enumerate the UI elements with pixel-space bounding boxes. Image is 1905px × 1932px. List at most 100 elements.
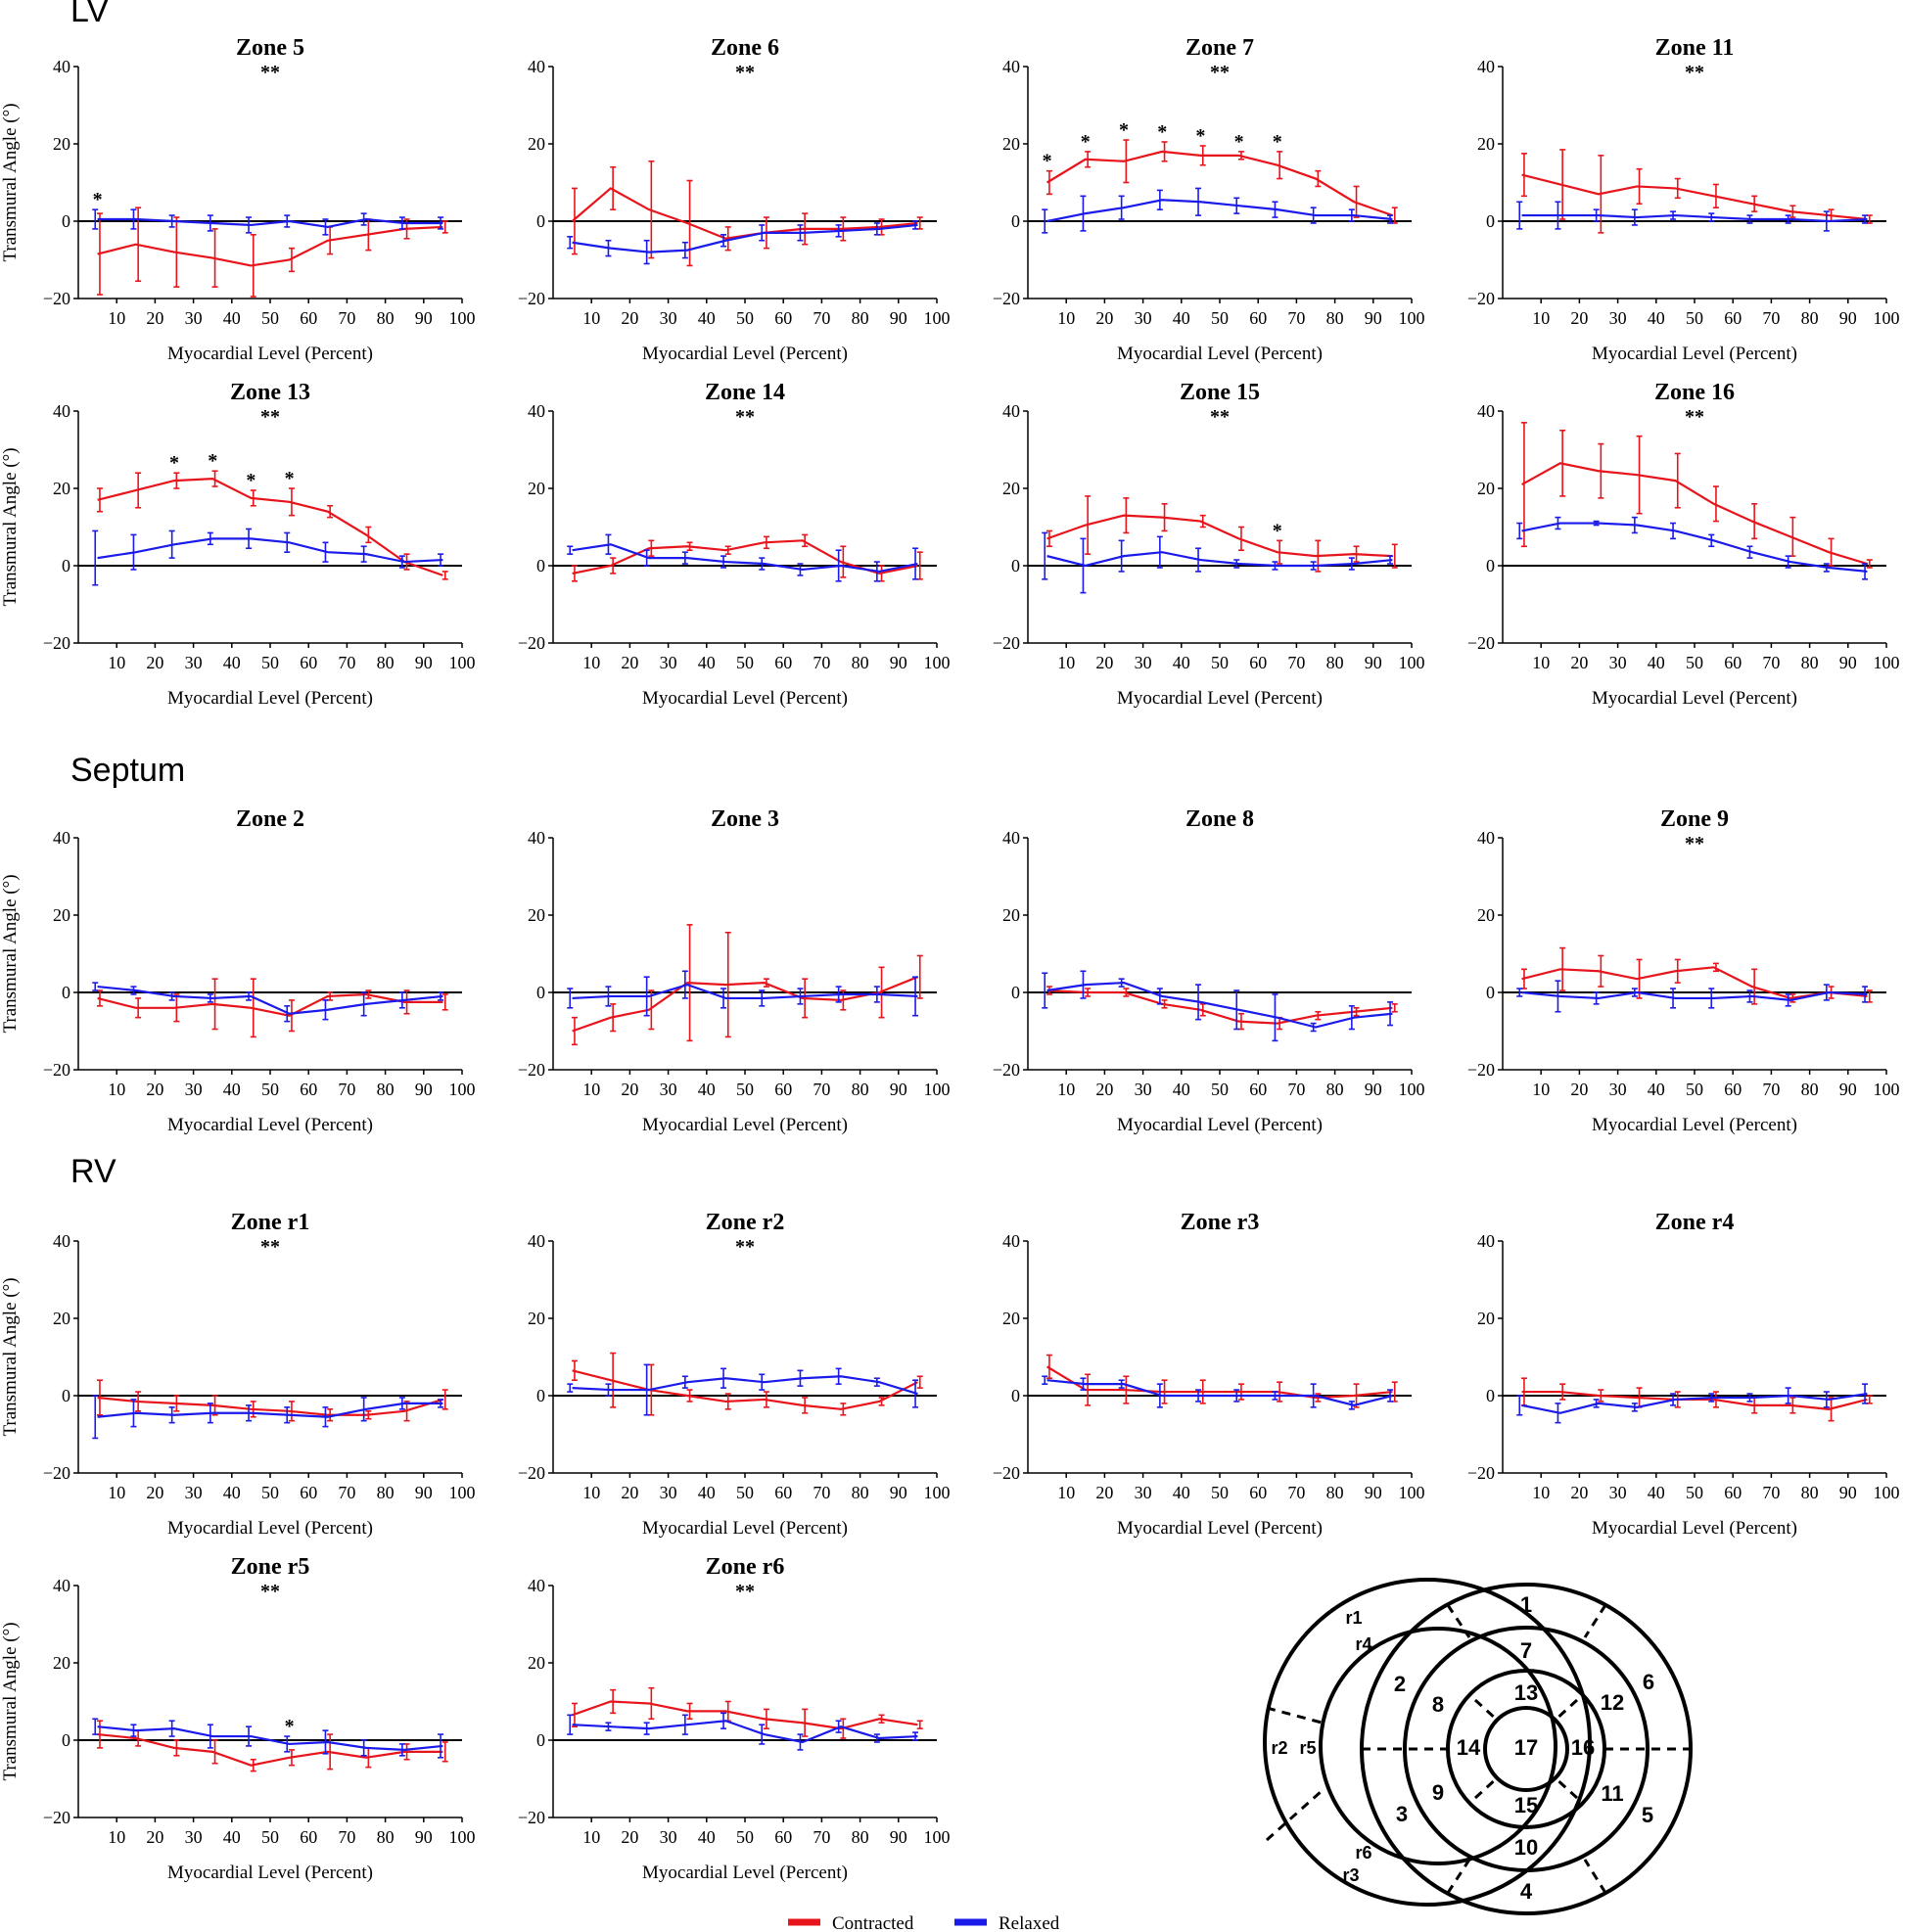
x-tick-label: 100 [1874, 653, 1900, 672]
y-tick-label: 40 [528, 1576, 545, 1595]
series-relaxed [567, 1363, 919, 1416]
x-tick-label: 50 [1686, 1080, 1703, 1099]
series-relaxed [1042, 187, 1394, 234]
x-tick-label: 90 [415, 1080, 433, 1099]
y-tick-label: 0 [1011, 211, 1020, 231]
x-tick-label: 20 [621, 1827, 638, 1847]
x-axis-label: Myocardial Level (Percent) [1592, 688, 1797, 709]
y-tick-label: 40 [53, 57, 70, 76]
x-tick-label: 70 [1287, 1483, 1305, 1502]
rv-segment-label: r6 [1355, 1843, 1371, 1863]
y-tick-label: −20 [518, 1463, 545, 1483]
series-line [572, 223, 918, 253]
x-tick-label: 70 [1287, 653, 1305, 672]
y-tick-label: 20 [1477, 905, 1495, 925]
chart-panel: Zone r2 −20 0 20 40 10 20 30 40 50 60 70 80 90 100 Myoc… [518, 1210, 951, 1539]
x-tick-label: 30 [660, 1827, 677, 1847]
x-axis-label: Myocardial Level (Percent) [1592, 1518, 1797, 1539]
x-tick-label: 60 [1724, 1483, 1742, 1502]
x-tick-label: 10 [582, 1827, 600, 1847]
x-tick-label: 30 [1609, 653, 1627, 672]
x-tick-label: 60 [1724, 653, 1742, 672]
y-tick-label: 20 [1477, 1309, 1495, 1328]
x-tick-label: 70 [1762, 1483, 1780, 1502]
y-tick-label: −20 [43, 1463, 70, 1483]
x-tick-label: 70 [1762, 1080, 1780, 1099]
series-line [97, 1732, 443, 1767]
chart-panel: Zone r4 −20 0 20 40 10 20 30 40 50 60 70 80 90 100 Myoc… [1467, 1210, 1900, 1539]
y-tick-label: 40 [528, 828, 545, 848]
x-tick-label: 100 [449, 1483, 476, 1502]
point-significance: * [1119, 119, 1129, 141]
chart-title: Zone 11 [1655, 35, 1735, 61]
chart-panel: Zone r3 −20 0 20 40 10 20 30 40 50 60 70 80 90 100 Myoc… [993, 1210, 1425, 1539]
x-tick-label: 80 [852, 1080, 869, 1099]
series-line [97, 1402, 443, 1418]
x-tick-label: 100 [1399, 1483, 1425, 1502]
x-tick-label: 60 [1249, 1080, 1267, 1099]
y-tick-label: 0 [1486, 983, 1495, 1002]
series-contracted [1520, 422, 1873, 569]
x-tick-label: 80 [1326, 1080, 1344, 1099]
y-tick-label: −20 [43, 1060, 70, 1080]
x-tick-label: 100 [1399, 653, 1425, 672]
legend: Contracted Relaxed [788, 1913, 1060, 1932]
x-tick-label: 80 [1326, 653, 1344, 672]
section-label-lv: LV [70, 0, 109, 29]
y-axis-label: Transmural Angle (°) [0, 874, 21, 1033]
x-tick-label: 90 [415, 1827, 433, 1847]
point-significance: * [1081, 131, 1091, 153]
overall-significance: ** [735, 406, 755, 428]
x-tick-label: 20 [1095, 1080, 1113, 1099]
chart-panel: Zone 8 −20 0 20 40 10 20 30 40 50 60 70 80 90 100 Myoca… [993, 806, 1425, 1135]
x-tick-label: 100 [1874, 1483, 1900, 1502]
series-relaxed [1042, 531, 1394, 594]
divider [1266, 1706, 1323, 1725]
x-tick-label: 90 [1365, 1483, 1382, 1502]
x-tick-label: 80 [1326, 1483, 1344, 1502]
series-contracted [571, 1352, 923, 1416]
point-significance: * [1195, 125, 1205, 147]
chart-title: Zone r2 [706, 1210, 785, 1235]
y-tick-label: −20 [518, 289, 545, 308]
x-tick-label: 70 [1287, 308, 1305, 328]
divider [1446, 1604, 1471, 1638]
x-tick-label: 20 [1095, 653, 1113, 672]
series-relaxed [92, 208, 444, 236]
series-contracted [1045, 1354, 1398, 1408]
divider [1473, 1775, 1500, 1800]
x-tick-label: 60 [774, 1483, 792, 1502]
x-tick-label: 50 [261, 1483, 279, 1502]
divider [1553, 1775, 1579, 1800]
x-tick-label: 60 [300, 1080, 317, 1099]
y-tick-label: 40 [53, 401, 70, 421]
chart-panel: Zone 14 −20 0 20 40 10 20 30 40 50 60 70 80 90 100 Myoc… [518, 380, 951, 709]
y-tick-label: 0 [62, 1386, 70, 1405]
x-tick-label: 20 [1570, 653, 1588, 672]
segment-label: 11 [1601, 1781, 1623, 1806]
x-tick-label: 50 [736, 308, 754, 328]
x-tick-label: 40 [698, 1827, 716, 1847]
y-tick-label: 40 [1002, 57, 1020, 76]
series-line [572, 983, 918, 1000]
series-line [572, 1720, 918, 1744]
overall-significance: ** [735, 1581, 755, 1602]
x-tick-label: 50 [736, 1827, 754, 1847]
x-tick-label: 80 [852, 1827, 869, 1847]
x-tick-label: 60 [300, 653, 317, 672]
x-tick-label: 80 [377, 653, 395, 672]
y-tick-label: −20 [43, 289, 70, 308]
x-tick-label: 50 [261, 308, 279, 328]
x-tick-label: 90 [1365, 308, 1382, 328]
series-relaxed [92, 1718, 444, 1759]
chart-panel: Zone r1 −20 0 20 40 10 20 30 40 50 60 70 80 90 100 Myoc… [0, 1210, 476, 1539]
divider [1446, 1859, 1471, 1894]
chart-panel: Zone r5 −20 0 20 40 10 20 30 40 50 60 70 80 90 100 Myoc… [0, 1554, 476, 1883]
y-tick-label: 40 [1477, 1231, 1495, 1251]
x-tick-label: 40 [698, 308, 716, 328]
x-tick-label: 70 [813, 1827, 830, 1847]
y-tick-label: 40 [1477, 401, 1495, 421]
x-tick-label: 60 [1249, 1483, 1267, 1502]
overall-significance: ** [1210, 62, 1230, 83]
